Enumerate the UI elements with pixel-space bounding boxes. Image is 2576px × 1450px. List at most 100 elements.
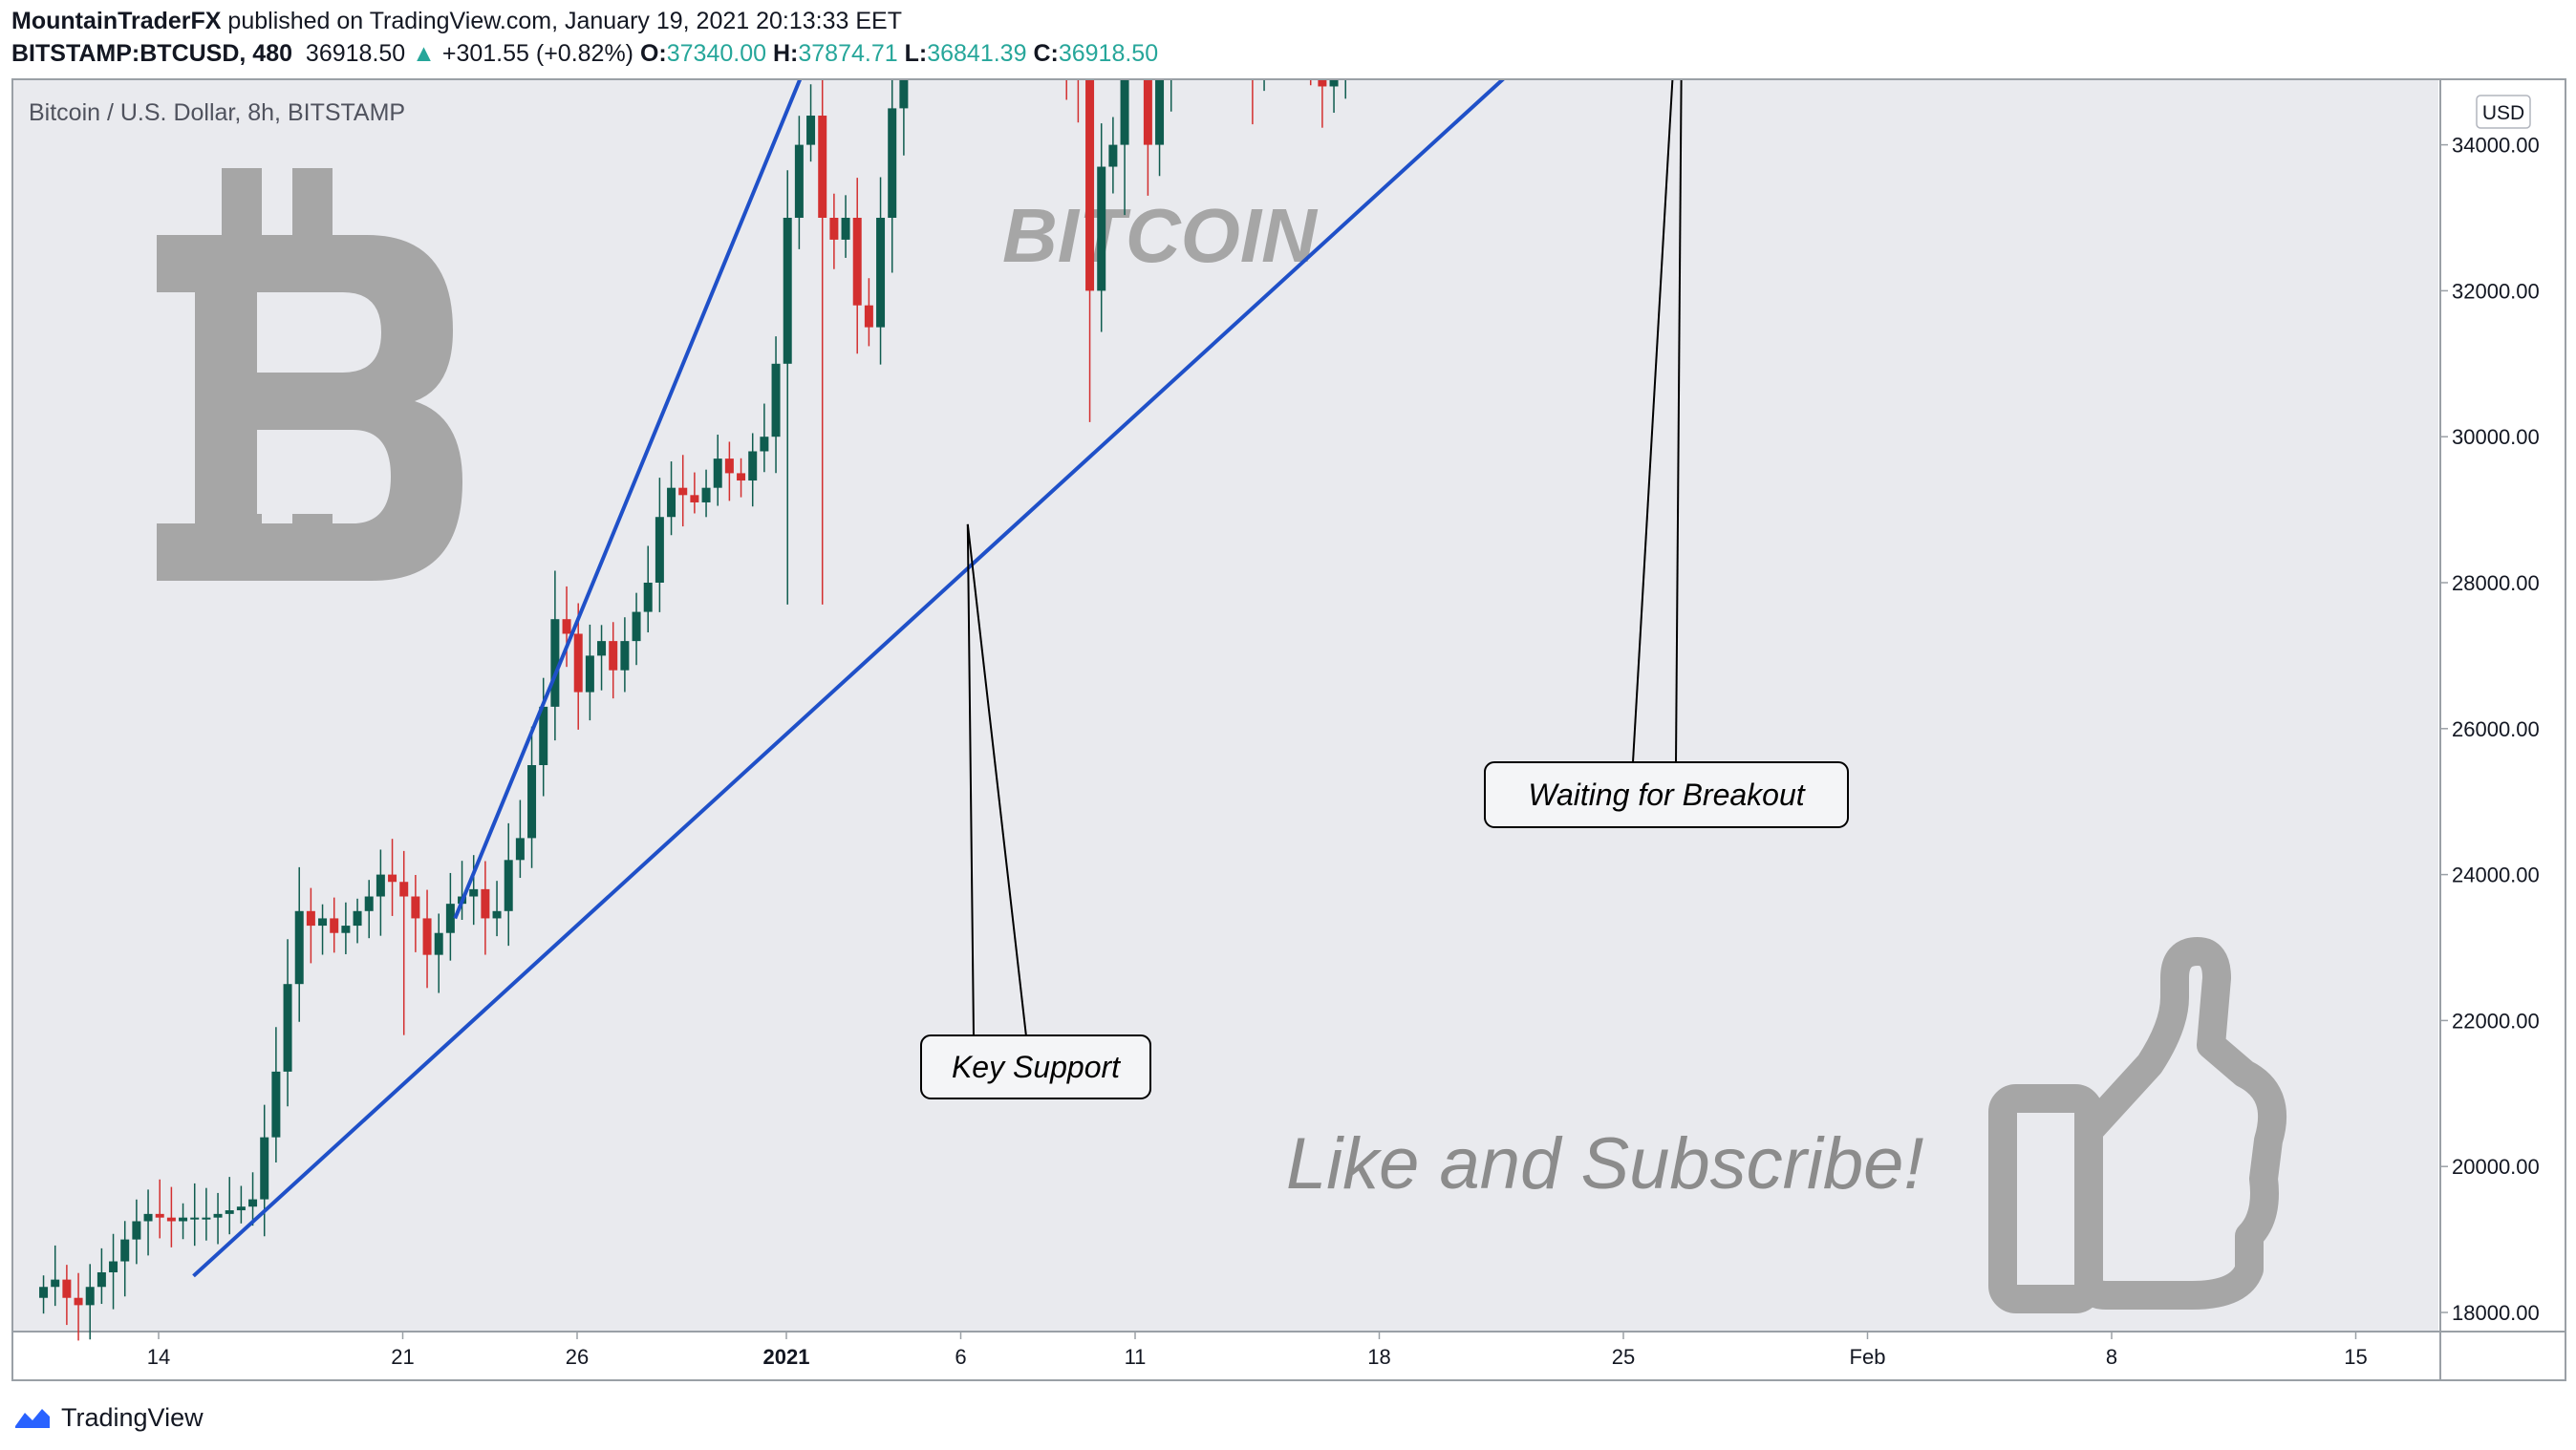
callout-text-breakout: Waiting for Breakout [1528, 778, 1805, 812]
candle-body [166, 1217, 176, 1222]
candle-body [74, 1297, 83, 1306]
close-label: C: [1033, 40, 1059, 67]
candle-body [504, 860, 513, 911]
candle-body [248, 1199, 258, 1207]
candle-body [1097, 166, 1106, 291]
footer-brand[interactable]: TradingView [61, 1402, 204, 1432]
thumbs-up-icon [1988, 937, 2287, 1313]
candle-body [39, 1287, 49, 1298]
symbol-name[interactable]: BITSTAMP:BTCUSD, 480 [11, 40, 293, 67]
change-value: +301.55 (+0.82%) [441, 40, 634, 67]
candle-body [306, 910, 315, 927]
low-value: 36841.39 [927, 40, 1027, 67]
x-tick-label: 2021 [763, 1345, 810, 1369]
candle-body [876, 218, 886, 328]
callout-box-key-support[interactable] [920, 1034, 1151, 1099]
candle-body [818, 116, 827, 218]
candle-body [620, 641, 630, 671]
candle-body [411, 896, 420, 919]
candle-body [330, 918, 339, 933]
callout-pointer-breakout [1632, 80, 1674, 763]
candle-body [597, 641, 607, 656]
bitcoin-watermark: BITCOIN [1002, 193, 1319, 278]
x-tick-label: 26 [566, 1345, 589, 1369]
candle-body [573, 633, 583, 693]
currency-button[interactable] [2476, 95, 2531, 129]
candle-body [760, 437, 769, 452]
candle-body [271, 1071, 281, 1138]
candle-body [225, 1210, 234, 1214]
candle-body [120, 1239, 130, 1262]
candle-body [667, 487, 676, 518]
candle-body [864, 305, 873, 328]
candle-body [1085, 80, 1095, 291]
candle-body [469, 888, 479, 897]
x-tick-label: 6 [955, 1345, 966, 1369]
candle-body [422, 918, 432, 955]
symbol-line: BITSTAMP:BTCUSD, 480 36918.50 ▲ +301.55 … [11, 38, 1158, 69]
candle-body [353, 910, 362, 927]
callout-pointer-breakout [1675, 80, 1683, 763]
high-label: H: [772, 40, 799, 67]
high-value: 37874.71 [798, 40, 898, 67]
candle-body [434, 932, 443, 955]
candle-body [643, 583, 653, 612]
rising-trendline[interactable] [453, 80, 1013, 920]
callout-box-breakout[interactable] [1484, 761, 1849, 828]
publisher-name[interactable]: MountainTraderFX [11, 8, 222, 34]
candle-body [236, 1206, 246, 1211]
currency-label[interactable]: USD [2482, 102, 2524, 124]
bitcoin-symbol-bar [292, 168, 333, 235]
candle-body [550, 619, 560, 707]
tradingview-logo-icon[interactable] [13, 1405, 52, 1430]
price-chart[interactable]: Bitcoin / U.S. Dollar, 8h, BITSTAMP BITCO… [13, 80, 2565, 1379]
support-trendline[interactable] [192, 80, 1903, 1278]
y-tick-label: 26000.00 [2452, 717, 2540, 741]
y-tick-label: 34000.00 [2452, 134, 2540, 158]
candle-body [1329, 80, 1339, 87]
candle-body [783, 218, 792, 364]
candle-body [1155, 80, 1165, 145]
candle-body [585, 655, 594, 693]
close-value: 36918.50 [1058, 40, 1159, 67]
candle-body [899, 80, 909, 109]
candle-body [155, 1213, 164, 1218]
candle-body [724, 458, 734, 474]
candle-body [852, 218, 862, 306]
candle-body [341, 926, 351, 933]
candle-body [713, 458, 722, 488]
y-tick-label: 18000.00 [2452, 1301, 2540, 1325]
chart-title: Bitcoin / U.S. Dollar, 8h, BITSTAMP [29, 99, 405, 126]
candle-body [888, 108, 897, 218]
candle-body [388, 874, 397, 883]
chart-frame [11, 78, 2566, 1381]
x-tick-label: 21 [391, 1345, 414, 1369]
candle-body [632, 611, 641, 642]
y-tick-label: 22000.00 [2452, 1009, 2540, 1033]
bitcoin-symbol-bar [222, 168, 262, 235]
candle-body [1108, 144, 1118, 167]
candle-body [481, 888, 490, 919]
candle-body [62, 1279, 72, 1298]
candle-body [1120, 80, 1129, 145]
candle-body [376, 874, 385, 897]
candle-body [690, 495, 699, 502]
footer: TradingView [13, 1398, 204, 1437]
change-arrow-icon: ▲ [412, 40, 436, 67]
candle-body [445, 904, 455, 933]
candle-body [190, 1217, 200, 1220]
candle-body [829, 218, 839, 240]
x-tick-label: 25 [1612, 1345, 1635, 1369]
candle-body [562, 619, 571, 634]
like-subscribe-text: Like and Subscribe! [1286, 1123, 1924, 1205]
candle-body [318, 918, 328, 927]
candle-body [794, 144, 804, 218]
low-label: L: [904, 40, 928, 67]
x-tick-label: 14 [147, 1345, 170, 1369]
candle-body [748, 451, 758, 481]
candle-body [109, 1261, 118, 1272]
candle-body [609, 641, 618, 671]
candle-body [701, 487, 711, 502]
candle-body [841, 218, 850, 240]
candle-body [260, 1137, 269, 1200]
